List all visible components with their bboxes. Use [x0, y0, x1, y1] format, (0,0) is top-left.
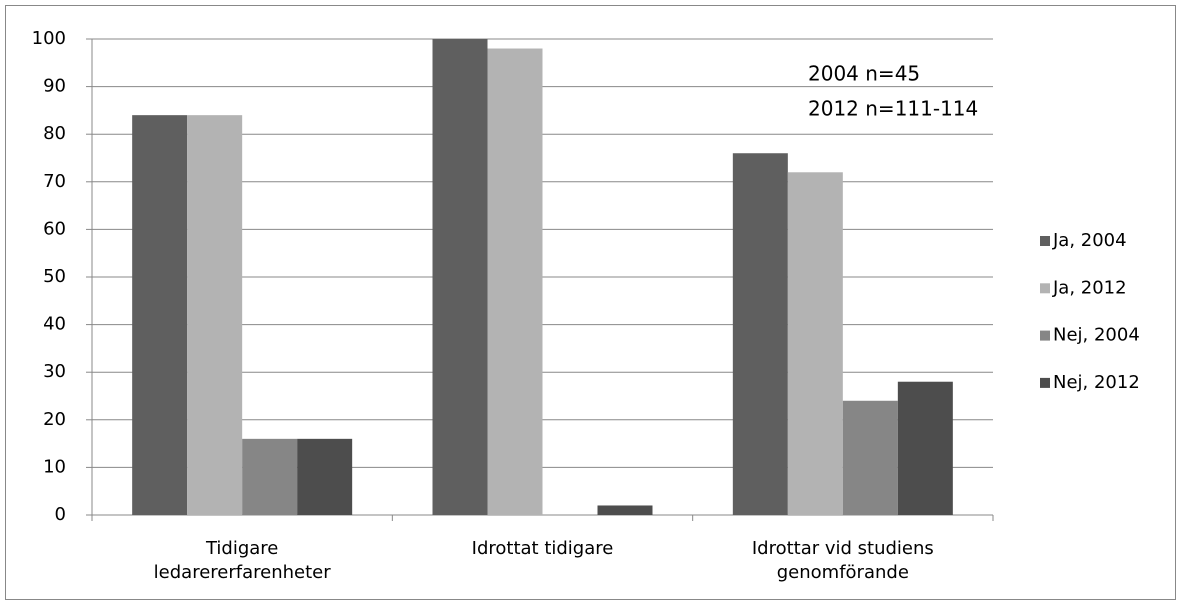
legend-label: Ja, 2012: [1052, 277, 1127, 298]
bar: [242, 438, 298, 515]
y-tick-label: 10: [43, 456, 66, 477]
x-tick-label: Idrottar vid studiens genomförande: [751, 538, 934, 583]
annotation: 2012 n=111-114: [808, 97, 978, 121]
bar: [787, 172, 843, 515]
y-tick-label: 70: [43, 171, 66, 192]
bar: [187, 115, 243, 515]
annotation: 2004 n=45: [808, 62, 920, 86]
y-tick-label: 80: [43, 123, 66, 144]
y-tick-label: 100: [32, 28, 66, 49]
legend-swatch: [1040, 283, 1050, 294]
bar: [897, 381, 953, 515]
bar: [732, 153, 788, 516]
bar: [297, 438, 353, 515]
x-tick-label: Tidigare ledarererfarenheter: [153, 538, 331, 583]
bar: [432, 39, 488, 515]
y-tick-label: 50: [43, 266, 66, 287]
bar: [132, 115, 188, 515]
legend-swatch: [1040, 236, 1050, 246]
y-tick-label: 60: [43, 218, 66, 239]
legend-label: Nej, 2012: [1053, 372, 1140, 393]
legend-label: Nej, 2004: [1053, 325, 1140, 346]
y-tick-label: 30: [43, 361, 66, 382]
x-tick-label: Idrottat tidigare: [471, 538, 614, 559]
y-tick-label: 90: [43, 76, 66, 97]
legend-swatch: [1040, 377, 1050, 388]
y-tick-label: 20: [43, 409, 66, 430]
legend-label: Ja, 2004: [1052, 230, 1127, 251]
y-tick-label: 40: [43, 314, 66, 335]
bar: [597, 505, 653, 515]
bar: [487, 48, 543, 516]
legend-swatch: [1040, 330, 1050, 341]
bar: [842, 400, 898, 515]
y-tick-label: 0: [55, 504, 66, 525]
